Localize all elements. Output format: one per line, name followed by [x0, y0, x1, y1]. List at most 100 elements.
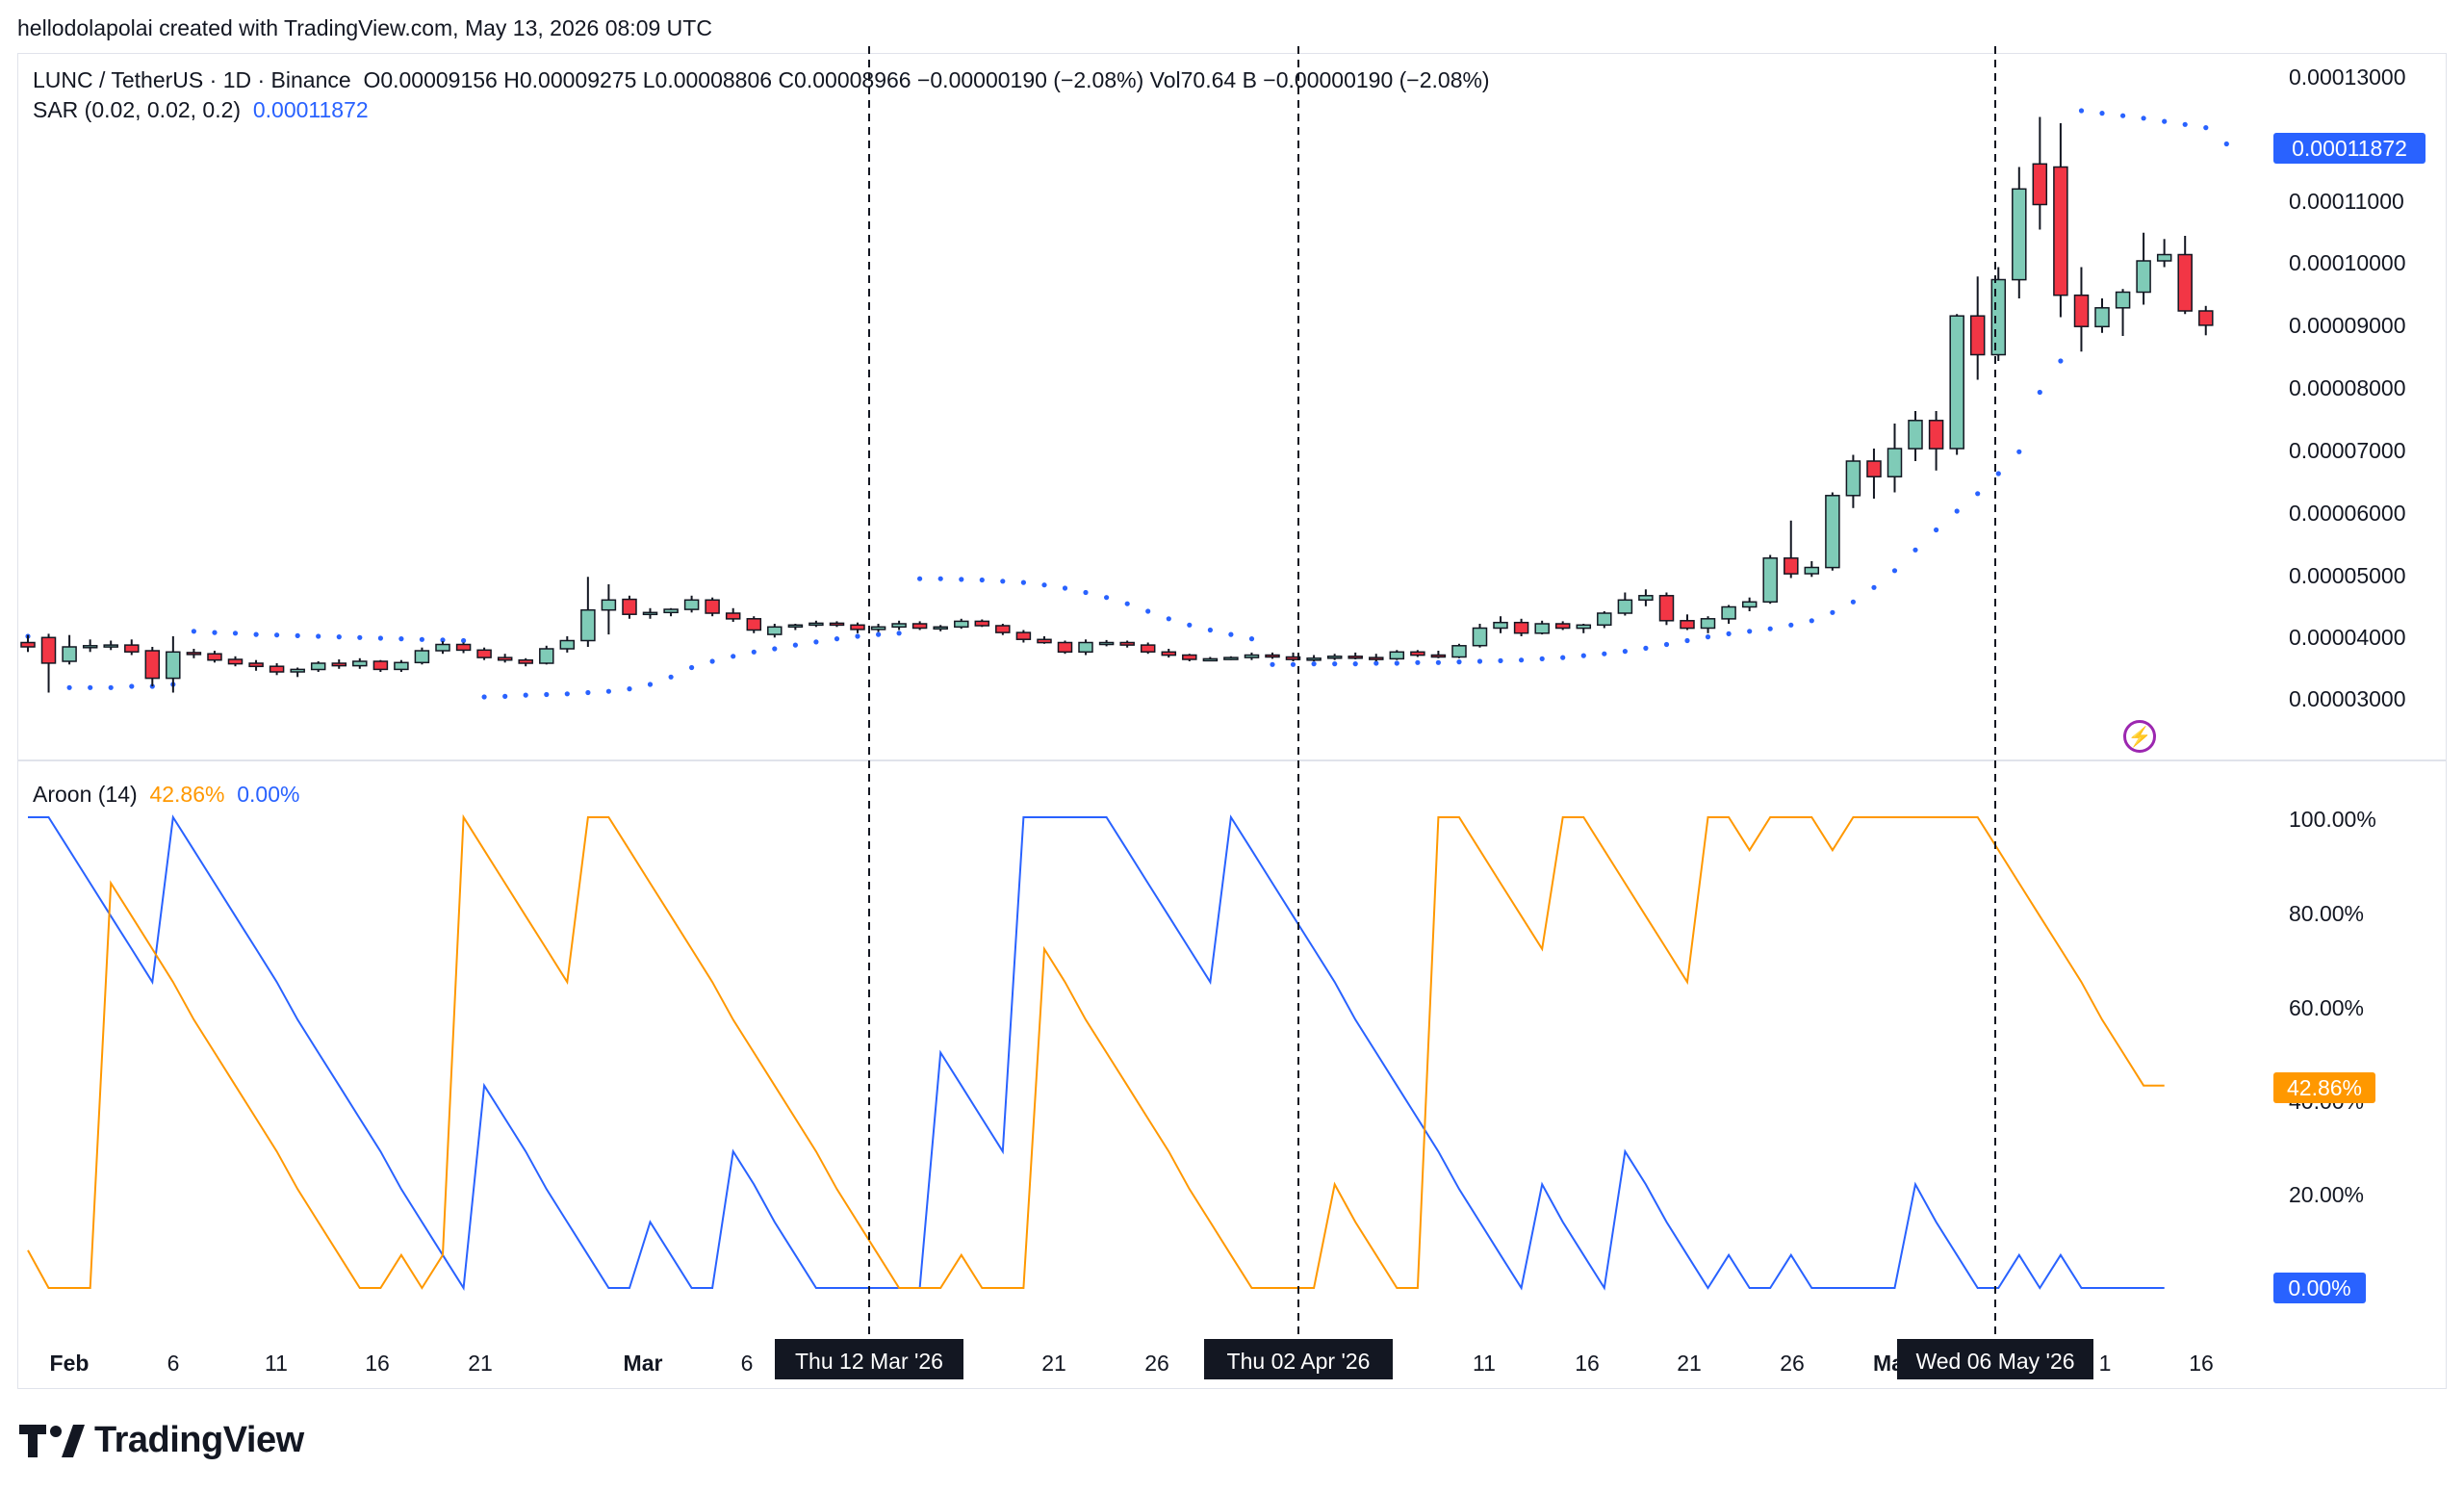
candle-body — [663, 608, 679, 614]
candle-body — [1576, 624, 1592, 630]
sar-dot — [1352, 661, 1358, 667]
sar-dot — [1602, 651, 1607, 656]
candle-body — [310, 662, 326, 671]
sar-dot — [523, 692, 528, 698]
sar-dot — [1415, 659, 1421, 665]
aroon-axis-tick: 20.00% — [2289, 1182, 2364, 1207]
aroon-down-badge-label: 0.00% — [2288, 1275, 2350, 1300]
candle-body — [870, 626, 886, 631]
sar-dot — [2141, 116, 2146, 121]
candle-body — [62, 646, 77, 662]
candle-body — [1369, 656, 1384, 660]
ohlc-values: O0.00009156 H0.00009275 L0.00008806 C0.0… — [363, 67, 1490, 92]
sar-dot — [108, 684, 114, 690]
sar-dot — [1290, 661, 1296, 667]
candle-body — [642, 611, 658, 616]
aroon-axis-tick: 80.00% — [2289, 901, 2364, 926]
candle-body — [2136, 260, 2151, 294]
sar-dot — [896, 631, 902, 636]
sar-dot — [1705, 634, 1711, 640]
sar-dot — [627, 686, 632, 692]
sar-dot — [564, 691, 570, 697]
sar-dot — [1041, 582, 1047, 588]
price-axis-tick: 0.00005000 — [2289, 563, 2406, 588]
candle-body — [1680, 620, 1695, 630]
sar-dot — [1975, 491, 1981, 497]
sar-dot — [357, 634, 363, 640]
sar-dot — [1684, 637, 1690, 644]
sar-dot — [1020, 579, 1026, 585]
candle-body — [2177, 253, 2193, 312]
candle-body — [580, 608, 596, 642]
candle-body — [1638, 595, 1654, 602]
candle-body — [705, 599, 720, 614]
candle-body — [683, 599, 700, 610]
sar-dot — [1145, 608, 1151, 614]
sar-dot — [605, 688, 612, 694]
time-axis-tick: Mar — [624, 1351, 663, 1376]
lightning-icon[interactable]: ⚡ — [2123, 720, 2156, 753]
sar-dot — [1332, 661, 1338, 667]
sar-dot — [1643, 645, 1649, 652]
candle-body — [850, 624, 865, 631]
crosshair-date-box — [1204, 1339, 1393, 1379]
candle-body — [974, 620, 990, 627]
candle-body — [372, 660, 389, 671]
candle-body — [767, 626, 783, 635]
aroon-up-badge-label: 42.86% — [2287, 1075, 2362, 1100]
candle-body — [601, 599, 617, 611]
sar-dot — [1124, 601, 1130, 606]
aroon-legend: Aroon (14) 42.86% 0.00% — [33, 782, 299, 808]
brand-logo: TradingView — [19, 1420, 304, 1461]
candle-body — [539, 648, 554, 664]
aroon-label[interactable]: Aroon (14) — [33, 782, 138, 807]
sar-dot — [917, 576, 923, 581]
sar-dot — [1622, 649, 1628, 655]
symbol-name[interactable]: LUNC / TetherUS · 1D · Binance — [33, 67, 351, 92]
sar-dot — [1830, 609, 1835, 615]
sar-label[interactable]: SAR (0.02, 0.02, 0.2) — [33, 97, 242, 122]
price-axis-tick: 0.00010000 — [2289, 250, 2406, 275]
sar-dot — [709, 658, 715, 664]
sar-dot — [2099, 111, 2105, 116]
sar-dot — [461, 637, 467, 644]
sar-dot — [481, 694, 487, 700]
time-axis-tick: Feb — [50, 1351, 90, 1376]
sar-dot — [1663, 641, 1670, 648]
candle-body — [933, 626, 948, 631]
time-axis-tick: 26 — [1780, 1351, 1805, 1376]
sar-dot — [1954, 508, 1960, 514]
crosshair-date-box — [1897, 1339, 2093, 1379]
candle-body — [1265, 654, 1280, 658]
time-axis-tick: 21 — [1677, 1351, 1702, 1376]
candle-body — [1161, 651, 1177, 656]
candle-body — [40, 636, 57, 664]
candle-body — [1534, 623, 1550, 634]
crosshair-date-label: Thu 12 Mar '26 — [795, 1349, 943, 1374]
candle-body — [829, 622, 845, 627]
sar-dot — [2223, 141, 2229, 147]
candle-body — [1908, 420, 1923, 450]
sar-dot — [295, 632, 300, 639]
time-axis-tick: 16 — [2189, 1351, 2214, 1376]
candle-body — [414, 650, 430, 664]
candle-body — [1554, 623, 1571, 630]
candle-body — [1472, 627, 1488, 647]
aroon-up-badge — [2273, 1072, 2375, 1103]
sar-dot — [2203, 125, 2209, 131]
time-axis-tick: 26 — [1144, 1351, 1169, 1376]
candle-body — [1762, 557, 1778, 604]
sar-dot — [2120, 113, 2126, 118]
candle-body — [1886, 448, 1903, 477]
sar-dot — [191, 629, 196, 634]
sar-dot — [731, 654, 736, 659]
candle-body — [1037, 638, 1052, 644]
sar-dot — [834, 636, 840, 642]
sar-dot — [751, 649, 757, 655]
sar-dot — [1580, 653, 1586, 658]
crosshair-date-label: Thu 02 Apr '26 — [1227, 1349, 1371, 1374]
sar-dot — [668, 674, 674, 680]
candle-body — [891, 623, 907, 629]
candle-body — [2094, 307, 2110, 328]
